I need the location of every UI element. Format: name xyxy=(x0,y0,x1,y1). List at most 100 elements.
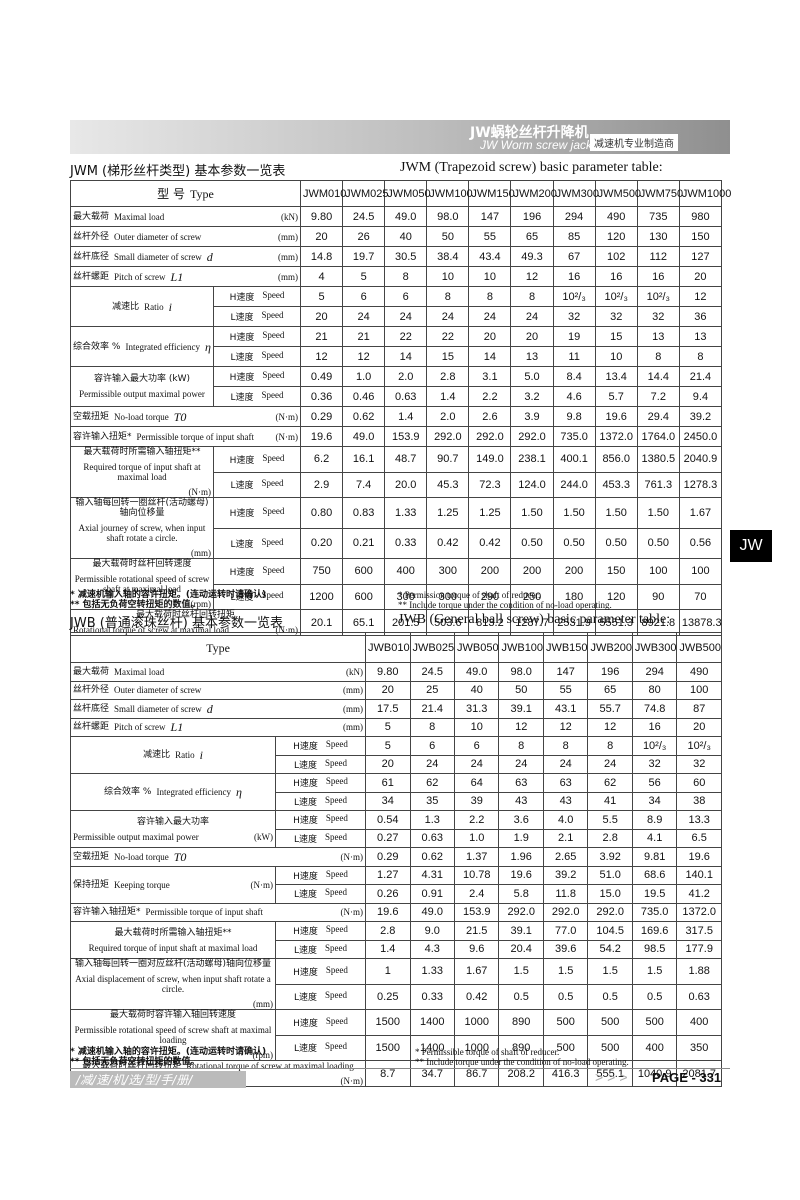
data-row: 综合效率 % Integrated efficiency η H速度 Speed 21 21… xyxy=(70,326,723,367)
speed-cell: L速度 Speed xyxy=(274,884,367,904)
data-row: 输入轴每回转一圈丝杆(活动螺母)轴向位移量 Axial journey of sc… xyxy=(70,497,723,559)
value-cell: 16 xyxy=(594,266,638,287)
value-cell: 2.2 xyxy=(468,386,512,407)
value-cell: 200 xyxy=(510,558,554,585)
label-en: Type xyxy=(190,186,214,201)
table-title-cn: JWM (梯形丝杆类型) 基本参数一览表 xyxy=(70,164,286,179)
speed-cn: H速度 xyxy=(293,742,318,753)
label-cn: 空载扭矩 xyxy=(73,411,110,422)
value-cell: 29.4 xyxy=(636,406,680,427)
speed-cell: H速度 Speed xyxy=(274,1009,367,1036)
column-header: JWB025 xyxy=(409,632,455,663)
value-cell: 8 xyxy=(678,346,723,367)
value-cell: 13878.3 xyxy=(678,609,723,636)
speed-en: Speed xyxy=(325,964,348,975)
value-cell: 5 xyxy=(299,286,344,307)
value-cell: 17.5 xyxy=(365,699,411,719)
row-label: 最大载荷时丝杆回转扭矩 Rotational torque of screw at… xyxy=(73,1061,363,1086)
value-cell: 19 xyxy=(552,326,596,347)
value-cell: 21 xyxy=(299,326,344,347)
value-cell: 294 xyxy=(552,206,596,227)
value-cell: 21 xyxy=(342,326,386,347)
value-cell: 55 xyxy=(542,680,589,700)
value-cell: 87 xyxy=(676,699,722,719)
value-cell: 25 xyxy=(409,680,455,700)
data-row: L速度 Speed 0.20 0.21 0.33 0.42 0.42 0.50 0.50 0.50… xyxy=(71,527,723,559)
value-cell: 1.88 xyxy=(676,958,722,985)
data-row: L速度 Speed 0.27 0.63 1.0 1.9 2.1 2.8 4.1 6.5 xyxy=(71,828,722,848)
value-cell: 1.5 xyxy=(542,958,589,985)
value-cell: 735 xyxy=(636,206,680,227)
table-title-cn: JWB (普通滚珠丝杆) 基本参数一览表 xyxy=(70,616,284,631)
label-unit: (mm) xyxy=(278,271,298,282)
value-cell: 21.5 xyxy=(453,921,500,941)
speed-cell: L速度 Speed xyxy=(274,1034,367,1061)
value-cell: 39.2 xyxy=(678,406,723,427)
data-row: 减速比 Ratio i H速度 Speed 5 6 6 8 8 8 10²/₃ 10²/₃ 10²/₃ 12 xyxy=(70,286,723,327)
value-cell: 5.8 xyxy=(498,884,544,904)
label-cell: 最大载荷 Maximal load (kN) xyxy=(70,206,301,227)
note: ** 包括无负荷空转扭矩的数值。 xyxy=(70,600,200,610)
value-cell: 77.0 xyxy=(542,921,589,941)
speed-en: Speed xyxy=(325,739,348,750)
speed-cn: L速度 xyxy=(294,945,318,956)
row-label: 容许输入最大功率 Permissible output maximal power… xyxy=(73,817,273,842)
speed-label: L速度 Speed xyxy=(278,758,363,771)
value-cell: 317.5 xyxy=(676,921,722,941)
value-cell: 1.25 xyxy=(426,497,470,529)
label-cell: 最大载荷时容许输入轴回转速度 Permissible rotational spe… xyxy=(70,1009,276,1061)
column-header: JWB100 xyxy=(498,632,544,663)
value-cell: 5 xyxy=(365,717,411,737)
value-cell: 0.80 xyxy=(299,497,344,529)
value-cell: 16.1 xyxy=(342,446,386,473)
data-row: L速度 Speed 0.26 0.91 2.4 5.8 11.8 15.0 19.5 41.2 xyxy=(71,884,722,904)
value-cell: 13.4 xyxy=(594,366,638,387)
value-cell: 300 xyxy=(426,583,470,610)
row-label: 丝杆底径 Small diameter of screw d (mm) xyxy=(73,703,363,715)
value-cell: 65 xyxy=(510,226,554,247)
value-cell: 22 xyxy=(426,326,470,347)
label-symbol: d xyxy=(206,249,213,264)
value-cell: 10 xyxy=(426,266,470,287)
label-unit: (N·m) xyxy=(340,907,364,918)
value-cell: 5551.3 xyxy=(594,609,638,636)
value-cell: 153.9 xyxy=(453,902,500,922)
row-label: 最大载荷 Maximal load (kN) xyxy=(73,667,363,677)
data-row: 丝杆外径 Outer diameter of screw (mm) 20 25 40 50 5… xyxy=(69,680,722,700)
value-cell: 1.50 xyxy=(552,497,596,529)
value-cell: 43.4 xyxy=(468,246,512,267)
value-cell: 0.62 xyxy=(409,847,455,867)
speed-en: Speed xyxy=(262,564,285,575)
value-cell: 64 xyxy=(453,773,500,793)
value-cell: 24 xyxy=(342,306,386,327)
speed-cell: L速度 Speed xyxy=(274,983,367,1010)
data-row: 最大载荷时容许输入轴回转速度 Permissible rotational spe… xyxy=(70,1009,722,1061)
value-cell: 0.63 xyxy=(409,828,455,848)
value-cell: 13 xyxy=(678,326,723,347)
value-cell: 24 xyxy=(542,754,589,774)
value-cell: 400 xyxy=(631,1034,678,1061)
value-cell: 63 xyxy=(498,773,544,793)
speed-label: L速度 Speed xyxy=(278,1041,363,1054)
label-en: Required torque of input shaft at maxima… xyxy=(88,942,258,953)
speed-label: H速度 Speed xyxy=(278,924,363,937)
value-cell: 24 xyxy=(468,306,512,327)
value-cell: 555.1 xyxy=(587,1060,633,1087)
value-cell: 90 xyxy=(636,583,680,610)
row-label: 丝杆外径 Outer diameter of screw (mm) xyxy=(73,232,298,242)
value-cell: 12 xyxy=(299,346,344,367)
value-cell: 43.1 xyxy=(542,699,589,719)
value-cell: 20 xyxy=(468,326,512,347)
value-cell: 1 xyxy=(365,958,411,985)
value-cell: 20.4 xyxy=(498,939,544,959)
speed-label: L速度 Speed xyxy=(216,350,298,363)
value-cell: 1.50 xyxy=(636,497,680,529)
speed-cn: H速度 xyxy=(229,567,255,578)
speed-cn: H速度 xyxy=(229,373,255,383)
value-cell: 0.33 xyxy=(384,527,428,559)
label-cell: 保持扭矩 Keeping torque (N·m) xyxy=(70,865,276,904)
value-cell: 1287.7 xyxy=(510,609,554,636)
data-row: L速度 Speed 0.36 0.46 0.63 1.4 2.2 3.2 4.6 5.7 7.2 9.… xyxy=(71,386,723,407)
value-cell: 1000 xyxy=(453,1034,500,1061)
speed-en: Speed xyxy=(325,942,348,953)
